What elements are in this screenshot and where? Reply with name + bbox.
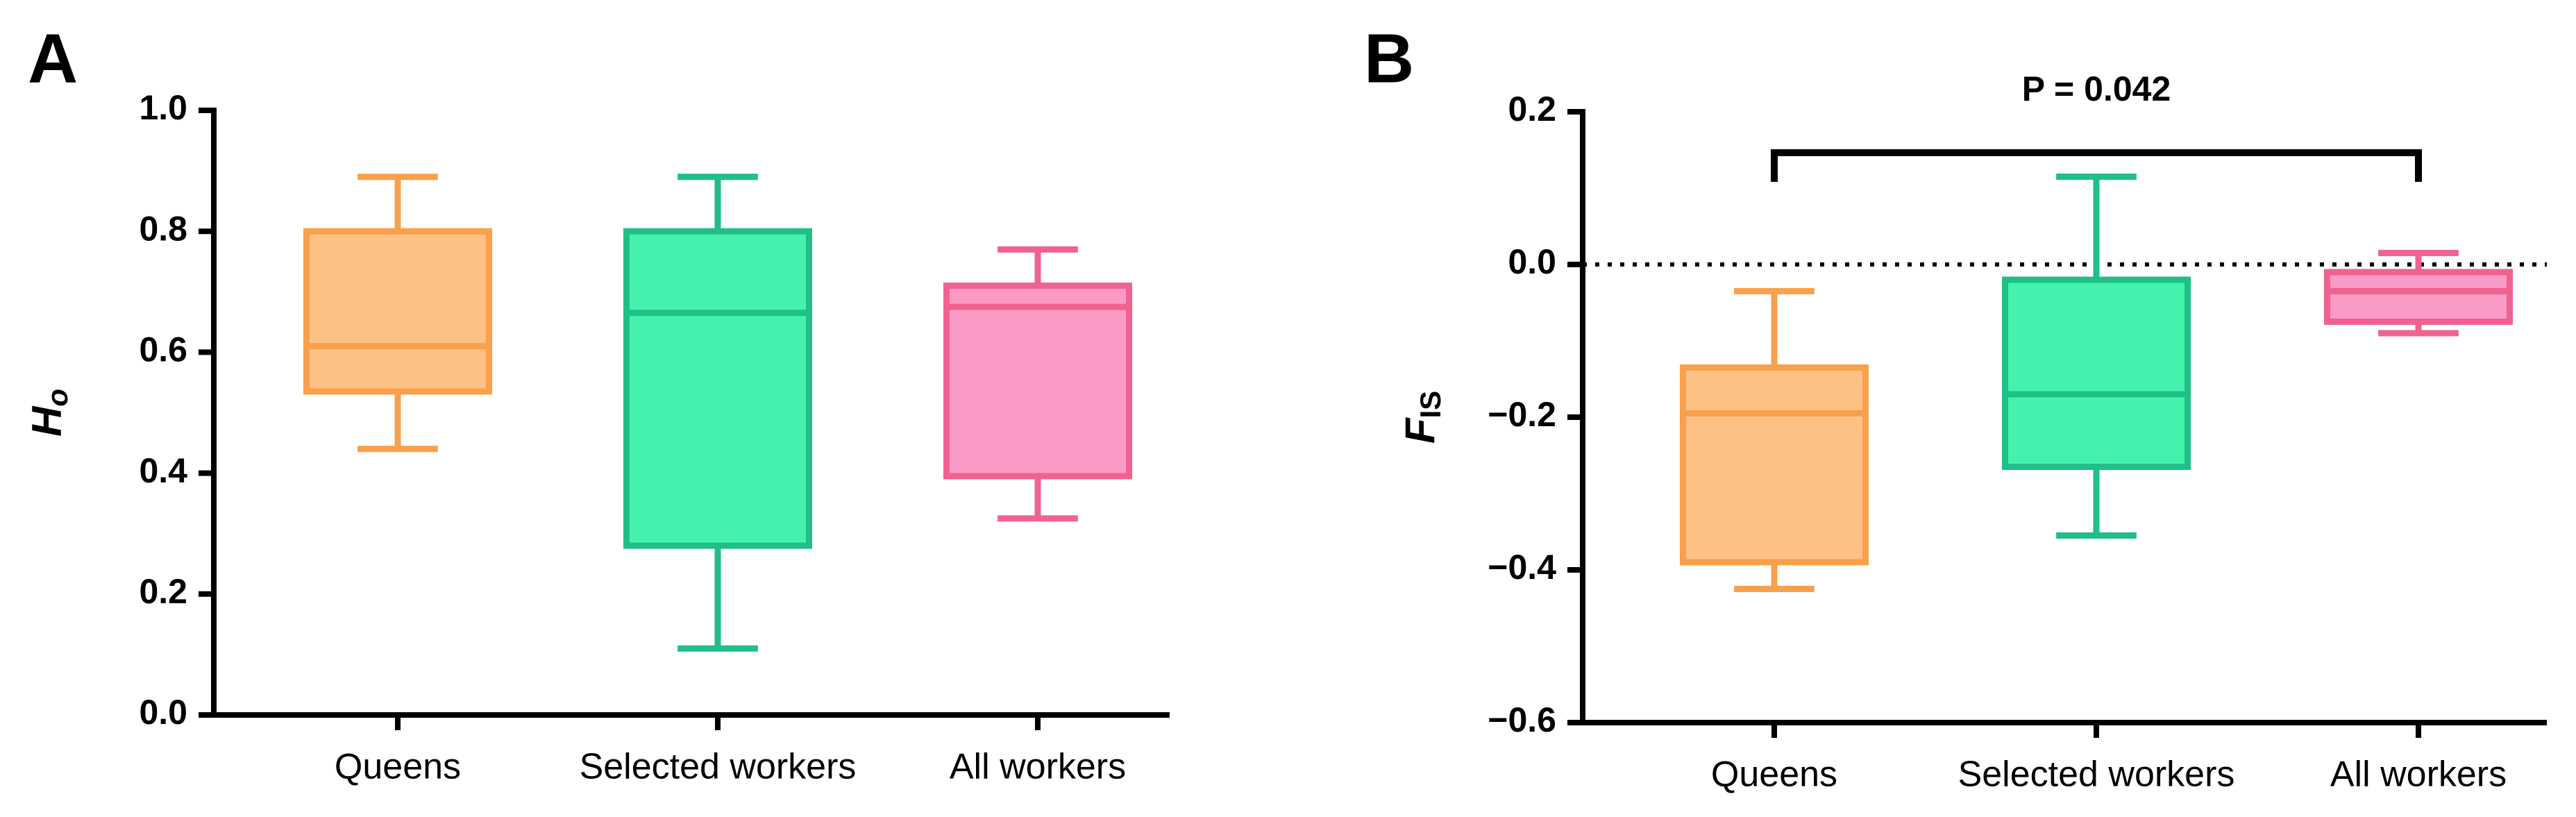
y-tick-label: 0.4 — [139, 451, 187, 490]
box — [943, 283, 1132, 480]
y-axis-label-sub: o — [41, 389, 74, 407]
y-tick-label: 0.2 — [139, 572, 187, 611]
box — [1680, 364, 1869, 566]
y-tick-label: 0.0 — [1508, 242, 1556, 281]
x-tick-label: Selected workers — [1958, 755, 2235, 795]
box — [2002, 276, 2191, 470]
significance-bracket — [1771, 149, 2422, 182]
x-tick-label: Queens — [335, 747, 461, 787]
y-tick-label: 1.0 — [139, 88, 187, 127]
y-tick-label: 0.0 — [139, 693, 187, 732]
y-axis-label-main: H — [24, 405, 70, 437]
x-tick-label: All workers — [2330, 755, 2507, 795]
box — [2324, 269, 2513, 325]
panel-letter: A — [28, 19, 78, 97]
y-axis-label-main: F — [1397, 417, 1443, 444]
y-tick-label: 0.6 — [139, 330, 187, 369]
panel-letter: B — [1364, 19, 1414, 97]
box — [623, 228, 812, 549]
y-tick-label: −0.4 — [1488, 548, 1556, 587]
annotation: P = 0.042 — [2022, 69, 2171, 108]
y-tick-label: −0.2 — [1488, 395, 1556, 434]
y-tick-label: 0.2 — [1508, 90, 1556, 128]
x-tick-label: Selected workers — [580, 747, 857, 787]
y-axis-label: Ho — [24, 389, 74, 437]
x-tick-label: Queens — [1711, 755, 1837, 795]
box — [303, 228, 492, 395]
x-tick-label: All workers — [950, 747, 1126, 787]
y-tick-label: −0.6 — [1488, 700, 1556, 739]
y-axis-label: FIS — [1397, 391, 1447, 444]
y-axis-label-sub: IS — [1414, 391, 1447, 419]
y-tick-label: 0.8 — [139, 209, 187, 248]
